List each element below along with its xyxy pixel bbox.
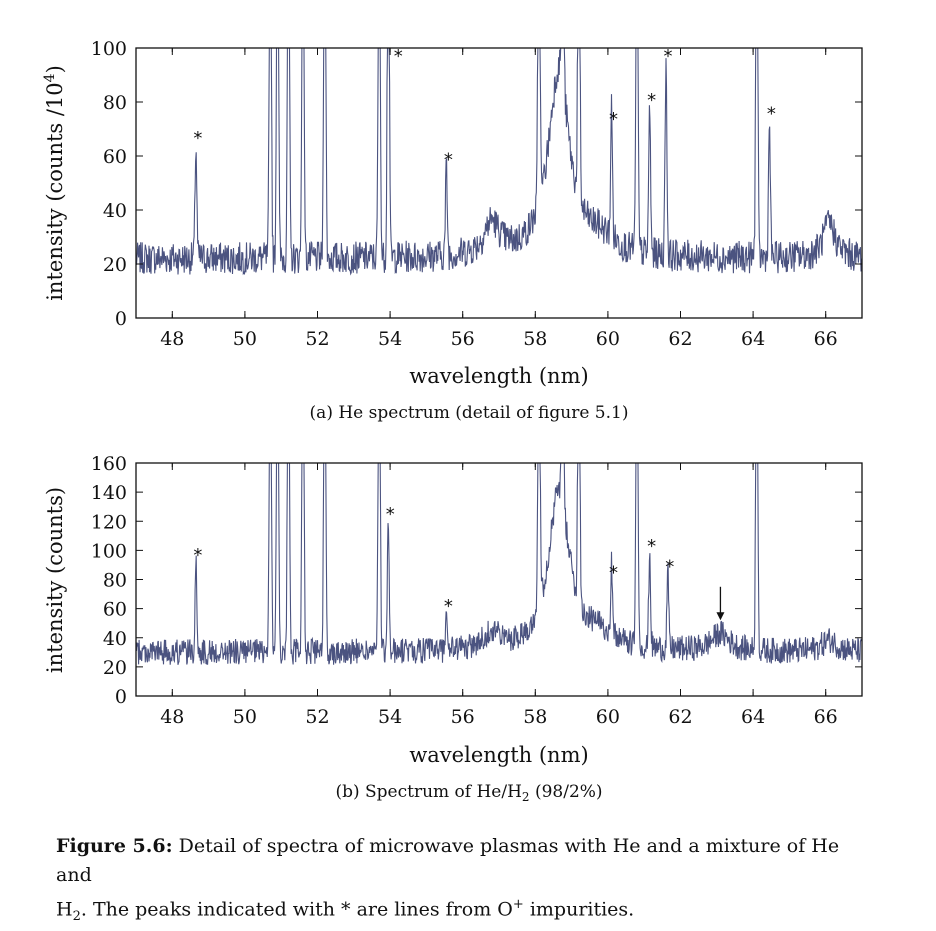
x-tick-label: 58 <box>523 706 547 728</box>
impurity-marker: * <box>444 150 453 171</box>
plot-frame <box>135 462 863 697</box>
caption-text-3: impurities. <box>523 898 635 921</box>
y-tick-label: 100 <box>91 540 127 562</box>
subcaption-end: (98/2%) <box>530 782 603 802</box>
impurity-marker: * <box>193 545 202 566</box>
x-tick-label: 56 <box>451 706 475 728</box>
plot-frame <box>135 47 863 319</box>
y-tick-label: 0 <box>115 308 127 330</box>
subcaption-label: (b) <box>335 782 365 802</box>
y-axis-label-end: ) <box>43 65 67 73</box>
subcaption-sub: 2 <box>522 790 530 804</box>
x-tick-label: 66 <box>814 706 838 728</box>
y-tick-label: 0 <box>115 686 127 708</box>
y-axis-label-sup: 4 <box>42 73 58 82</box>
caption-o-sup: + <box>512 897 524 912</box>
impurity-marker: * <box>647 90 656 111</box>
y-axis-label: intensity (counts /104) <box>42 65 67 301</box>
impurity-marker: * <box>767 104 776 125</box>
y-tick-label: 160 <box>91 453 127 475</box>
figure-canvas: 48 50 52 54 56 58 60 62 64 66020406080100waveleng… <box>42 38 863 804</box>
subcaption-text: He spectrum (detail of figure 5.1) <box>338 403 628 423</box>
x-tick-label: 62 <box>668 328 692 350</box>
impurity-marker: * <box>394 46 403 67</box>
x-tick-label: 64 <box>741 706 765 728</box>
figure-label: Figure 5.6: <box>56 835 173 857</box>
figure-caption: Figure 5.6: Detail of spectra of microwa… <box>56 832 876 931</box>
chart-panel-a: 48 50 52 54 56 58 60 62 64 66 0 20 40 60 80 100 waveleng… <box>42 38 863 423</box>
y-axis-label: intensity (counts) <box>43 487 67 673</box>
impurity-marker: * <box>647 536 656 557</box>
y-tick-label: 20 <box>103 657 127 679</box>
y-tick-label: 20 <box>103 254 127 276</box>
x-tick-label: 50 <box>233 706 257 728</box>
x-tick-label: 54 <box>378 706 402 728</box>
y-tick-label: 100 <box>91 38 127 60</box>
spectrum-line <box>136 463 862 665</box>
x-tick-label: 64 <box>741 328 765 350</box>
impurity-marker: * <box>444 596 453 617</box>
impurity-marker: * <box>609 109 618 130</box>
x-tick-label: 58 <box>523 328 547 350</box>
impurity-marker: * <box>663 46 672 67</box>
y-tick-label: 40 <box>103 628 127 650</box>
caption-h-sub: 2 <box>72 909 81 925</box>
impurity-marker: * <box>609 562 618 583</box>
caption-text-1: Detail of spectra of microwave plasmas w… <box>56 835 840 886</box>
x-tick-label: 62 <box>668 706 692 728</box>
subcaption-text: Spectrum of He/H <box>365 782 522 802</box>
x-axis-label: wavelength (nm) <box>409 743 588 767</box>
x-tick-label: 54 <box>378 328 402 350</box>
y-tick-label: 60 <box>103 599 127 621</box>
y-tick-label: 120 <box>91 511 127 533</box>
subcaption: (a) He spectrum (detail of figure 5.1) <box>310 403 629 423</box>
x-tick-label: 48 <box>160 706 184 728</box>
y-tick-label: 40 <box>103 200 127 222</box>
x-tick-label: 66 <box>814 328 838 350</box>
y-tick-label: 60 <box>103 146 127 168</box>
y-tick-label: 80 <box>103 570 127 592</box>
chart-panel-b: 48 50 52 54 56 58 60 62 64 66 0 20 40 60 80 100 120 140 16… <box>43 453 863 804</box>
x-tick-label: 60 <box>596 328 620 350</box>
impurity-marker: * <box>386 504 395 525</box>
x-tick-label: 52 <box>305 706 329 728</box>
x-tick-label: 56 <box>451 328 475 350</box>
impurity-marker: * <box>665 557 674 578</box>
x-axis-label: wavelength (nm) <box>409 364 588 388</box>
y-axis-label-main: intensity (counts) <box>43 487 67 673</box>
caption-h: H <box>56 898 73 921</box>
x-tick-label: 52 <box>305 328 329 350</box>
caption-text-2: . The peaks indicated with * are lines f… <box>80 898 513 921</box>
spectrum-line <box>136 48 862 276</box>
y-tick-label: 140 <box>91 482 127 504</box>
x-tick-label: 50 <box>233 328 257 350</box>
subcaption: (b) Spectrum of He/H2 (98/2%) <box>335 782 602 804</box>
arrow-head <box>716 612 725 621</box>
x-tick-label: 48 <box>160 328 184 350</box>
subcaption-label: (a) <box>310 403 339 423</box>
y-tick-label: 80 <box>103 92 127 114</box>
y-axis-label-main: intensity (counts /10 <box>43 82 67 300</box>
impurity-marker: * <box>193 128 202 149</box>
x-tick-label: 60 <box>596 706 620 728</box>
